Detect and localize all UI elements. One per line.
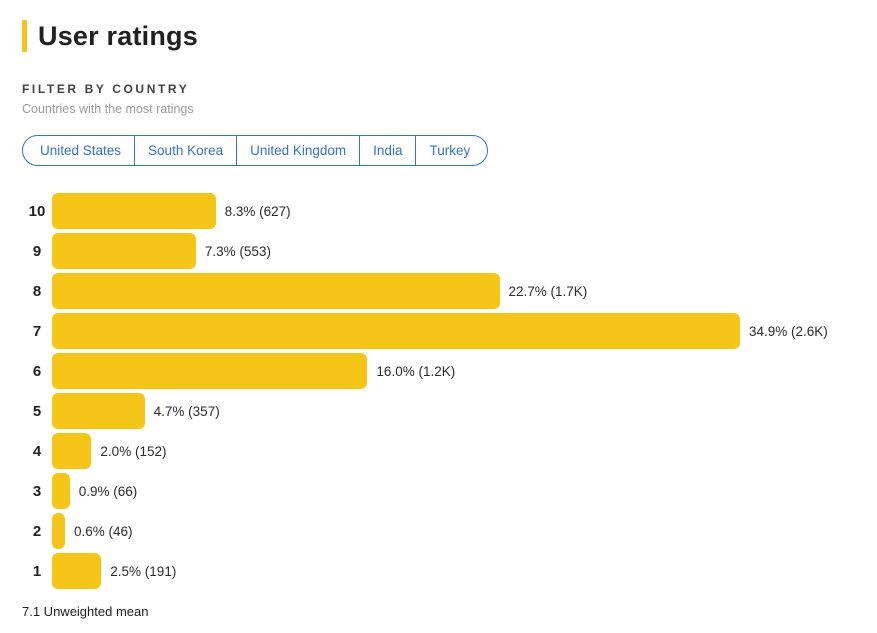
rating-category-label: 9	[32, 242, 42, 260]
rating-value-label: 4.7% (357)	[153, 403, 220, 419]
rating-row-4: 4 2.0% (152)	[22, 433, 857, 469]
rating-bar[interactable]	[52, 193, 216, 229]
country-filter-turkey[interactable]: Turkey	[415, 136, 487, 165]
rating-row-9: 9 7.3% (553)	[22, 233, 857, 269]
page-title: User ratings	[38, 20, 198, 51]
rating-bar[interactable]	[52, 473, 70, 509]
rating-bar[interactable]	[52, 553, 102, 589]
rating-value-label: 7.3% (553)	[204, 243, 271, 259]
rating-value-label: 16.0% (1.2K)	[376, 363, 456, 379]
country-filter-united-states[interactable]: United States	[23, 136, 134, 165]
rating-bar[interactable]	[52, 433, 92, 469]
rating-value-label: 8.3% (627)	[224, 203, 291, 219]
rating-row-6: 6 16.0% (1.2K)	[22, 353, 857, 389]
rating-value-label: 2.5% (191)	[110, 563, 177, 579]
rating-category-label: 5	[32, 402, 42, 420]
rating-row-1: 1 2.5% (191)	[22, 553, 857, 589]
rating-row-7: 7 34.9% (2.6K)	[22, 313, 857, 349]
rating-bar[interactable]	[52, 313, 741, 349]
rating-value-label: 2.0% (152)	[100, 443, 167, 459]
rating-category-label: 7	[32, 322, 42, 340]
unweighted-mean-label: 7.1 Unweighted mean	[22, 604, 149, 619]
rating-category-label: 1	[32, 562, 42, 580]
page-header: User ratings	[22, 17, 857, 55]
rating-row-5: 5 4.7% (357)	[22, 393, 857, 429]
rating-value-label: 22.7% (1.7K)	[508, 283, 588, 299]
rating-bar[interactable]	[52, 273, 500, 309]
rating-value-label: 34.9% (2.6K)	[749, 323, 828, 339]
rating-category-label: 4	[32, 442, 42, 460]
rating-bar[interactable]	[52, 513, 65, 549]
filter-subtitle: Countries with the most ratings	[22, 102, 194, 116]
title-accent-bar	[22, 20, 27, 52]
rating-value-label: 0.6% (46)	[74, 523, 133, 539]
rating-row-2: 2 0.6% (46)	[22, 513, 857, 549]
rating-bar[interactable]	[52, 233, 196, 269]
rating-bar[interactable]	[52, 353, 368, 389]
country-filter-united-kingdom[interactable]: United Kingdom	[236, 136, 359, 165]
rating-category-label: 3	[32, 482, 42, 500]
rating-value-label: 0.9% (66)	[78, 483, 138, 499]
rating-bar[interactable]	[52, 393, 145, 429]
country-filter-india[interactable]: India	[359, 136, 415, 165]
rating-category-label: 8	[32, 282, 42, 300]
rating-category-label: 2	[32, 522, 42, 540]
country-filter-south-korea[interactable]: South Korea	[134, 136, 236, 165]
country-filter-group: United States South Korea United Kingdom In…	[22, 135, 489, 166]
rating-row-10: 10 8.3% (627)	[22, 193, 857, 229]
rating-row-3: 3 0.9% (66)	[22, 473, 857, 509]
rating-category-label: 10	[28, 202, 46, 220]
ratings-chart: 10 8.3% (627) 9 7.3% (553) 8 22.7% (1.7K) 7 34.…	[22, 193, 857, 589]
rating-row-8: 8 22.7% (1.7K)	[22, 273, 857, 309]
filter-by-country-label: FILTER BY COUNTRY	[22, 82, 190, 96]
rating-category-label: 6	[32, 362, 42, 380]
